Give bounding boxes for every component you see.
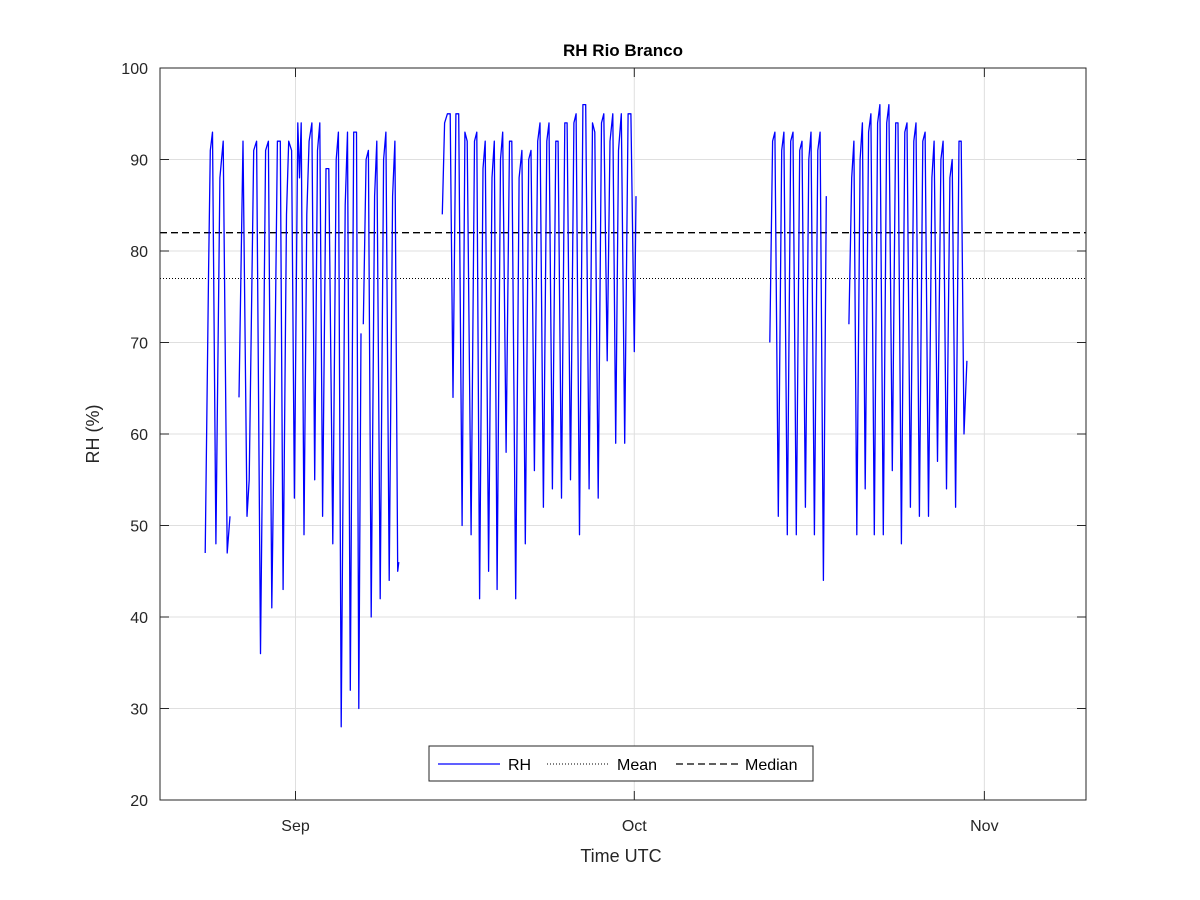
- legend: RH Mean Median: [428, 745, 814, 782]
- x-tick-labels: Sep Oct Nov: [281, 818, 998, 835]
- x-tick-label: Nov: [970, 818, 998, 835]
- legend-label-median: Median: [745, 757, 797, 774]
- rh-series-segment: [769, 131, 827, 582]
- y-tick-label: 80: [130, 244, 148, 261]
- legend-label-mean: Mean: [617, 757, 657, 774]
- y-tick-label: 100: [121, 61, 148, 78]
- rh-series-segment: [362, 131, 400, 618]
- x-tick-label: Oct: [622, 818, 647, 835]
- rh-series: [204, 103, 968, 728]
- y-tick-label: 50: [130, 519, 148, 536]
- y-tick-labels: 20 30 40 50 60 70 80 90 100: [121, 61, 148, 810]
- y-tick-label: 70: [130, 336, 148, 353]
- chart-title: RH Rio Branco: [563, 41, 683, 60]
- rh-series-segment: [204, 131, 231, 554]
- y-tick-label: 40: [130, 610, 148, 627]
- rh-series-segment: [848, 103, 968, 545]
- x-tick-label: Sep: [281, 818, 310, 835]
- y-tick-label: 90: [130, 153, 148, 170]
- y-tick-label: 20: [130, 793, 148, 810]
- legend-label-rh: RH: [508, 757, 531, 774]
- axis-ticks: [160, 67, 1086, 801]
- x-axis-label: Time UTC: [580, 846, 661, 866]
- rh-series-segment: [441, 103, 637, 600]
- rh-series-segment: [238, 122, 362, 728]
- y-tick-label: 60: [130, 427, 148, 444]
- y-axis-label: RH (%): [83, 405, 103, 464]
- y-tick-label: 30: [130, 702, 148, 719]
